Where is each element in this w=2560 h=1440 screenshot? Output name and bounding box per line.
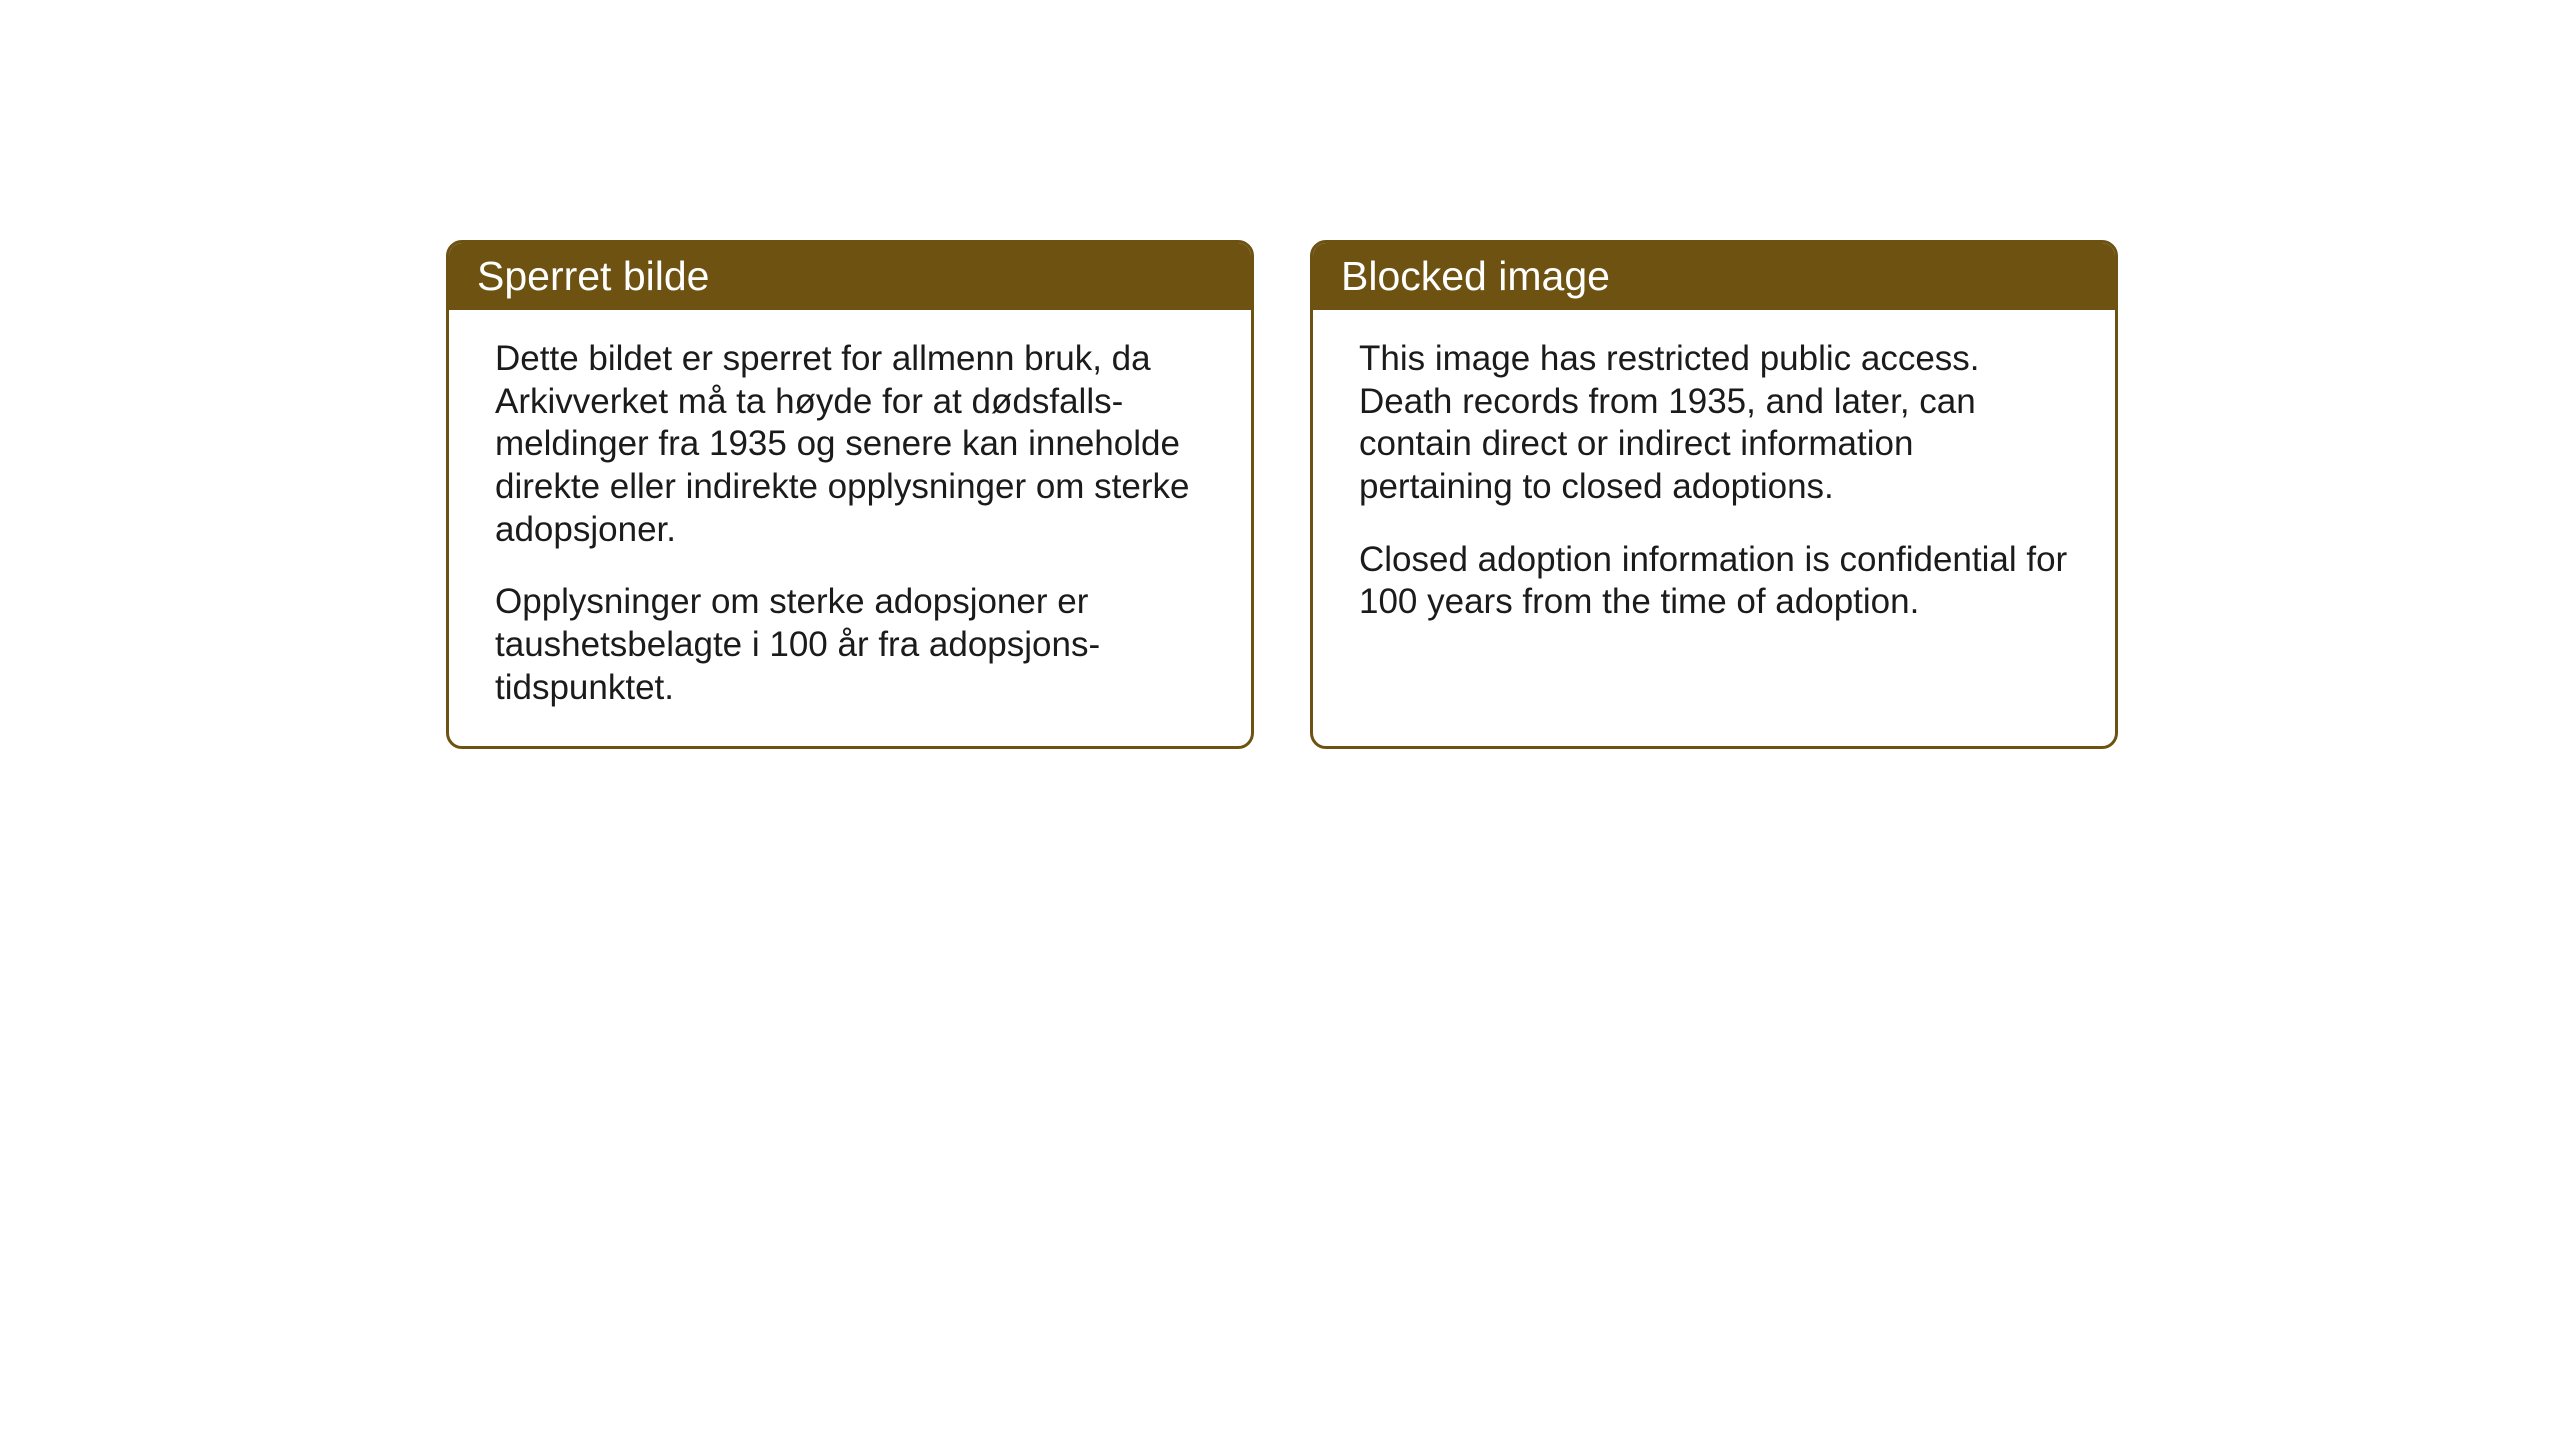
- norwegian-paragraph-2: Opplysninger om sterke adopsjoner er tau…: [495, 581, 1205, 709]
- english-paragraph-1: This image has restricted public access.…: [1359, 338, 2069, 509]
- cards-container: Sperret bilde Dette bildet er sperret fo…: [446, 240, 2118, 749]
- norwegian-card-title: Sperret bilde: [477, 253, 709, 299]
- norwegian-card: Sperret bilde Dette bildet er sperret fo…: [446, 240, 1254, 749]
- norwegian-paragraph-1: Dette bildet er sperret for allmenn bruk…: [495, 338, 1205, 551]
- english-card-body: This image has restricted public access.…: [1313, 310, 2115, 660]
- norwegian-card-header: Sperret bilde: [449, 243, 1251, 310]
- english-card-title: Blocked image: [1341, 253, 1610, 299]
- norwegian-card-body: Dette bildet er sperret for allmenn bruk…: [449, 310, 1251, 746]
- english-paragraph-2: Closed adoption information is confident…: [1359, 539, 2069, 624]
- english-card-header: Blocked image: [1313, 243, 2115, 310]
- english-card: Blocked image This image has restricted …: [1310, 240, 2118, 749]
